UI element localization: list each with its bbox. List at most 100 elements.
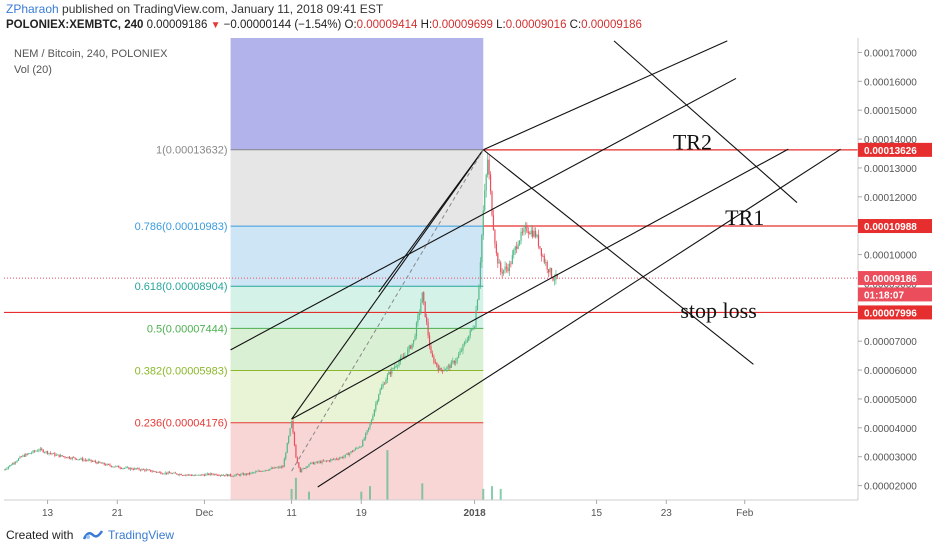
candle-body bbox=[129, 468, 131, 470]
candle-body bbox=[192, 475, 194, 477]
candle-body bbox=[138, 468, 140, 470]
candle-body bbox=[299, 467, 301, 472]
tradingview-brand[interactable]: TradingView bbox=[108, 528, 175, 542]
symbol-label: POLONIEX:XEMBTC, 240 bbox=[6, 19, 144, 31]
trendline bbox=[317, 148, 841, 488]
open-value: 0.00009414 bbox=[356, 19, 418, 31]
price-label-text: 0.00013626 bbox=[864, 146, 917, 157]
candle-body bbox=[32, 450, 34, 453]
candle-body bbox=[331, 459, 333, 460]
candle-body bbox=[273, 467, 275, 469]
candle-body bbox=[484, 190, 486, 211]
open-label: O: bbox=[344, 19, 357, 31]
candle-body bbox=[211, 473, 213, 475]
candle-body bbox=[87, 459, 89, 461]
volume-bar bbox=[308, 491, 310, 500]
price-label-text: 0.00009186 bbox=[864, 274, 917, 285]
volume-bar bbox=[294, 477, 297, 500]
candle-body bbox=[67, 456, 69, 458]
candle-body bbox=[78, 459, 81, 461]
candle-body bbox=[386, 374, 389, 380]
candle-body bbox=[424, 301, 426, 317]
candle-body bbox=[321, 460, 323, 463]
candle-body bbox=[115, 465, 117, 467]
candle-body bbox=[527, 231, 529, 234]
candle-body bbox=[305, 466, 307, 469]
fib-level-label: 1(0.00013632) bbox=[156, 145, 228, 157]
candle-body bbox=[167, 472, 169, 474]
fib-band bbox=[230, 38, 484, 150]
candle-body bbox=[38, 450, 40, 451]
trendline bbox=[291, 149, 484, 420]
legend-title: NEM / Bitcoin, 240, POLONIEX bbox=[14, 48, 168, 60]
candle-body bbox=[269, 468, 271, 471]
candle-body bbox=[513, 250, 515, 256]
high-label: H: bbox=[420, 19, 433, 31]
candle-body bbox=[267, 470, 269, 471]
candle-body bbox=[55, 454, 57, 456]
trendline bbox=[230, 77, 737, 351]
candle-body bbox=[488, 159, 490, 175]
candle-body bbox=[443, 369, 445, 372]
candle-body bbox=[534, 230, 537, 237]
candle-body bbox=[123, 468, 126, 469]
fib-trend-dashed-line bbox=[291, 149, 484, 472]
candle-body bbox=[52, 453, 54, 455]
candle-body bbox=[61, 455, 63, 457]
chart-annotation: stop loss bbox=[680, 298, 756, 323]
candle-body bbox=[90, 459, 92, 462]
candle-body bbox=[247, 473, 249, 475]
candle-body bbox=[415, 322, 418, 337]
chart-area[interactable]: 1(0.00013632) 0.786(0.00010983) 0.618(0.00… bbox=[0, 38, 932, 524]
candle-body bbox=[282, 466, 284, 468]
candle-body bbox=[216, 475, 219, 476]
fib-band bbox=[230, 328, 484, 371]
trendline bbox=[291, 148, 789, 420]
fib-level-label: 0.236(0.00004176) bbox=[135, 418, 228, 430]
candle-body bbox=[347, 453, 349, 456]
candle-body bbox=[301, 469, 303, 472]
candle-body bbox=[404, 355, 406, 358]
candle-body bbox=[330, 459, 332, 462]
candle-body bbox=[131, 468, 133, 470]
candle-body bbox=[208, 473, 210, 475]
candle-body bbox=[28, 453, 30, 455]
candle-body bbox=[328, 460, 330, 462]
candle-body bbox=[423, 292, 425, 302]
candle-body bbox=[107, 464, 110, 465]
candle-body bbox=[135, 468, 137, 470]
candle-body bbox=[444, 369, 447, 371]
candle-body bbox=[4, 469, 7, 470]
candle-body bbox=[498, 262, 500, 264]
candle-body bbox=[35, 450, 37, 452]
x-tick-label: 19 bbox=[356, 508, 368, 519]
candle-body bbox=[283, 458, 285, 468]
candle-body bbox=[308, 464, 310, 467]
candle-body bbox=[240, 474, 242, 476]
candle-body bbox=[378, 394, 380, 401]
candle-body bbox=[243, 473, 245, 476]
fib-band bbox=[230, 149, 484, 227]
y-tick-label: 0.00002000 bbox=[864, 482, 917, 493]
candle-body bbox=[508, 263, 511, 272]
y-tick-label: 0.00004000 bbox=[864, 424, 917, 435]
candle-body bbox=[142, 469, 145, 470]
candle-body bbox=[161, 473, 163, 475]
author-link[interactable]: ZPharaoh bbox=[6, 2, 59, 16]
candle-body bbox=[306, 466, 309, 468]
candle-body bbox=[344, 454, 346, 457]
price-chart[interactable]: 1(0.00013632) 0.786(0.00010983) 0.618(0.00… bbox=[0, 38, 932, 524]
candle-body bbox=[325, 460, 328, 462]
candle-body bbox=[182, 475, 184, 476]
candle-body bbox=[446, 366, 448, 370]
candle-body bbox=[44, 452, 46, 453]
candle-body bbox=[91, 461, 94, 462]
candle-body bbox=[29, 453, 31, 455]
candle-body bbox=[457, 354, 460, 358]
candle-body bbox=[126, 467, 129, 469]
candle-body bbox=[137, 468, 139, 469]
candle-body bbox=[412, 339, 415, 344]
candle-body bbox=[26, 453, 28, 455]
fib-level-label: 0.786(0.00010983) bbox=[135, 221, 228, 233]
candle-body bbox=[183, 475, 185, 476]
